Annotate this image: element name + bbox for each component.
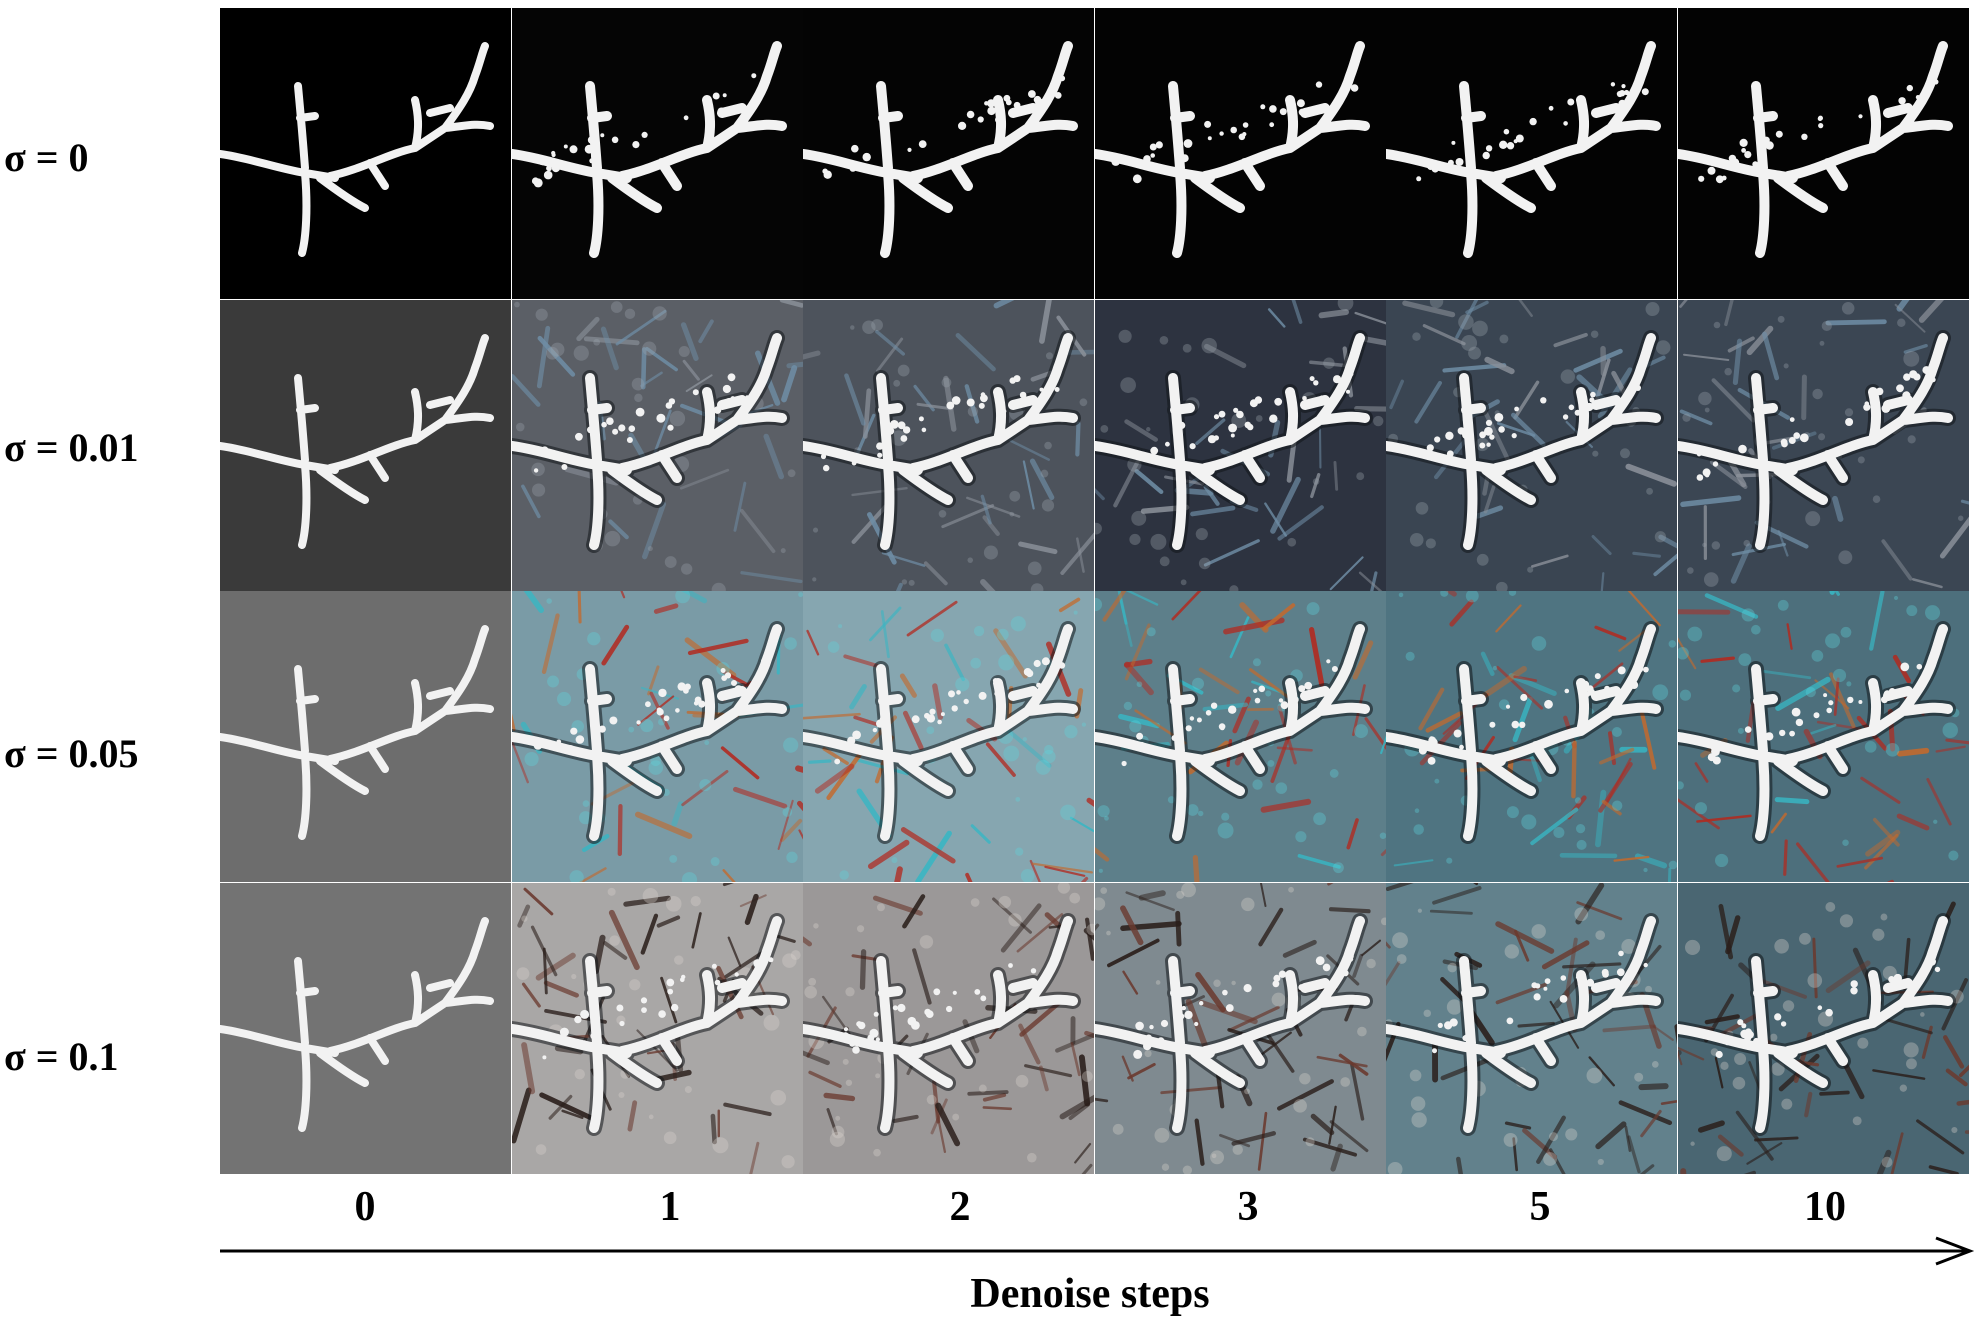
row-label-sigma-0-05: σ = 0.05 xyxy=(4,731,139,776)
thumbnail-r3-c4 xyxy=(1386,882,1677,1174)
thumbnail-r1-c5 xyxy=(1677,299,1969,591)
column-label-2: 2 xyxy=(949,1184,971,1230)
column-label-3: 3 xyxy=(1237,1184,1259,1230)
row-label-sigma-0-01: σ = 0.01 xyxy=(4,425,139,470)
thumbnail-r0-c5 xyxy=(1677,8,1969,299)
thumbnail-r0-c2 xyxy=(803,8,1094,299)
thumbnail-r3-c0 xyxy=(220,882,511,1174)
thumbnail-r2-c4 xyxy=(1386,591,1677,882)
row-label-sigma-0: σ = 0 xyxy=(4,135,89,180)
thumbnail-r2-c5 xyxy=(1677,591,1969,882)
thumbnail-r1-c4 xyxy=(1386,299,1677,591)
thumbnail-r2-c1 xyxy=(511,591,803,882)
thumbnail-r2-c2 xyxy=(803,591,1094,882)
thumbnail-r2-c3 xyxy=(1094,591,1386,882)
column-label-10: 10 xyxy=(1804,1184,1846,1230)
thumbnail-r1-c2 xyxy=(803,299,1094,591)
thumbnail-r1-c1 xyxy=(511,299,803,591)
thumbnail-r3-c3 xyxy=(1094,882,1386,1174)
thumbnail-r0-c4 xyxy=(1386,8,1677,299)
column-label-0: 0 xyxy=(354,1184,376,1230)
denoise-steps-arrow xyxy=(220,1236,1975,1266)
column-label-1: 1 xyxy=(659,1184,681,1230)
thumbnail-r2-c0 xyxy=(220,591,511,882)
thumbnail-r1-c3 xyxy=(1094,299,1386,591)
thumbnail-r3-c2 xyxy=(803,882,1094,1174)
image-grid xyxy=(220,8,1970,1174)
row-label-sigma-0-1: σ = 0.1 xyxy=(4,1034,119,1079)
thumbnail-r3-c5 xyxy=(1677,882,1969,1174)
thumbnail-r3-c1 xyxy=(511,882,803,1174)
thumbnail-r0-c1 xyxy=(511,8,803,299)
axis-title: Denoise steps xyxy=(970,1271,1210,1317)
column-label-5: 5 xyxy=(1529,1184,1551,1230)
thumbnail-r0-c0 xyxy=(220,8,511,299)
thumbnail-r0-c3 xyxy=(1094,8,1386,299)
thumbnail-r1-c0 xyxy=(220,299,511,591)
